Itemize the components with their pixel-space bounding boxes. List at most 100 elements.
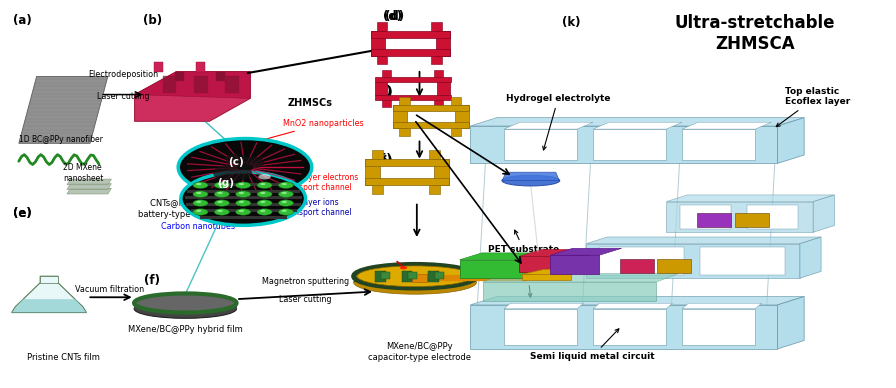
Bar [620,259,654,273]
Circle shape [214,200,229,206]
Bar [599,247,684,275]
Polygon shape [778,296,805,349]
Circle shape [178,139,312,196]
Text: Vacuum filtration: Vacuum filtration [75,284,144,294]
Ellipse shape [502,175,560,186]
Circle shape [214,209,229,215]
Circle shape [238,192,244,194]
Bar [451,97,461,105]
Bar [382,70,391,76]
Circle shape [196,210,202,212]
Bar [371,31,450,38]
Circle shape [257,191,272,197]
Bar [366,178,449,185]
Text: ZHMSCs: ZHMSCs [288,98,332,108]
Circle shape [218,183,223,185]
Text: (k): (k) [562,16,580,29]
Circle shape [260,192,265,194]
Text: Top elastic
Ecoflex layer: Top elastic Ecoflex layer [776,87,849,126]
Bar [217,72,226,81]
Circle shape [218,192,223,194]
Text: (d): (d) [383,10,402,23]
Polygon shape [67,188,111,194]
Polygon shape [813,195,834,232]
Circle shape [214,191,229,197]
Circle shape [236,182,251,189]
Polygon shape [550,248,622,255]
Polygon shape [503,172,559,181]
Ellipse shape [358,266,473,287]
Bar [412,274,426,282]
Polygon shape [470,126,778,163]
Polygon shape [666,195,834,202]
Bar [460,260,538,278]
Bar [393,105,469,111]
Text: Interlayer ions
transport channel: Interlayer ions transport channel [258,197,352,217]
Circle shape [260,183,265,185]
Bar [226,76,238,94]
Bar [682,129,755,159]
Circle shape [238,210,244,212]
Circle shape [279,200,294,206]
Bar [434,100,443,107]
Bar [163,76,177,94]
Text: (i): (i) [376,152,392,166]
Polygon shape [520,249,608,256]
Circle shape [213,165,252,181]
Circle shape [196,201,202,203]
Bar [682,309,755,345]
Ellipse shape [354,264,477,288]
Bar [520,256,586,272]
Polygon shape [504,122,593,129]
Polygon shape [593,303,673,309]
Polygon shape [67,184,111,189]
Bar [521,274,571,280]
Bar [435,272,444,279]
Bar [658,259,691,273]
Text: (e): (e) [13,207,31,220]
Bar [735,213,769,227]
Circle shape [257,182,272,189]
Bar [435,31,450,55]
Bar [376,22,387,31]
Polygon shape [460,253,560,260]
Circle shape [196,183,202,185]
Circle shape [400,266,407,269]
Bar [451,128,461,137]
Text: 2D MXene
nanosheet: 2D MXene nanosheet [64,163,104,183]
Text: Bottom elastic
Ecoflex layer: Bottom elastic Ecoflex layer [491,261,564,297]
Circle shape [193,200,208,206]
Polygon shape [586,237,821,244]
Bar [483,282,657,301]
Text: Ultra-stretchable
ZHMSCA: Ultra-stretchable ZHMSCA [675,14,835,53]
Polygon shape [504,303,583,309]
Circle shape [236,191,251,197]
Text: Pristine CNTs film: Pristine CNTs film [27,353,99,362]
Bar [429,185,440,194]
Text: Electrodeposition: Electrodeposition [88,70,158,80]
Text: CNTs@MnO2 film
battery-type electrode: CNTs@MnO2 film battery-type electrode [138,199,233,219]
Text: Interlayer electrons
transport channel: Interlayer electrons transport channel [258,173,358,192]
Bar [504,129,577,159]
Circle shape [281,192,287,194]
Text: Magnetron sputtering: Magnetron sputtering [262,277,349,286]
Bar [375,76,451,82]
Bar [154,62,163,72]
Bar [697,213,731,227]
Polygon shape [521,269,593,274]
Text: MXene/BC@PPy hybrid film: MXene/BC@PPy hybrid film [128,325,243,334]
Circle shape [258,174,271,180]
Polygon shape [470,296,805,305]
Bar [434,159,449,185]
Polygon shape [666,202,813,232]
Bar [455,105,469,128]
Bar [401,271,412,282]
Bar [400,97,409,105]
Circle shape [257,209,272,215]
Polygon shape [134,72,250,99]
Polygon shape [134,72,250,121]
Bar [550,255,599,274]
Text: (b): (b) [142,14,162,27]
Circle shape [238,183,244,185]
Text: (c): (c) [228,157,244,167]
